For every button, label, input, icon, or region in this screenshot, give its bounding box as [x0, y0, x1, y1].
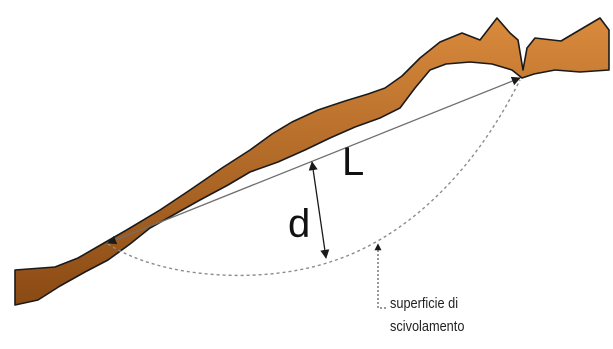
depth-label: d — [288, 202, 311, 246]
caption-leader-line — [374, 243, 386, 309]
chord-line-L — [107, 76, 521, 245]
caption-line-1: superficie di — [390, 295, 459, 312]
sliding-surface-caption: superficie di scivolamento — [390, 292, 464, 338]
depth-arrow-d — [308, 161, 330, 259]
length-label: L — [342, 140, 365, 184]
caption-line-2: scivolamento — [390, 318, 465, 335]
